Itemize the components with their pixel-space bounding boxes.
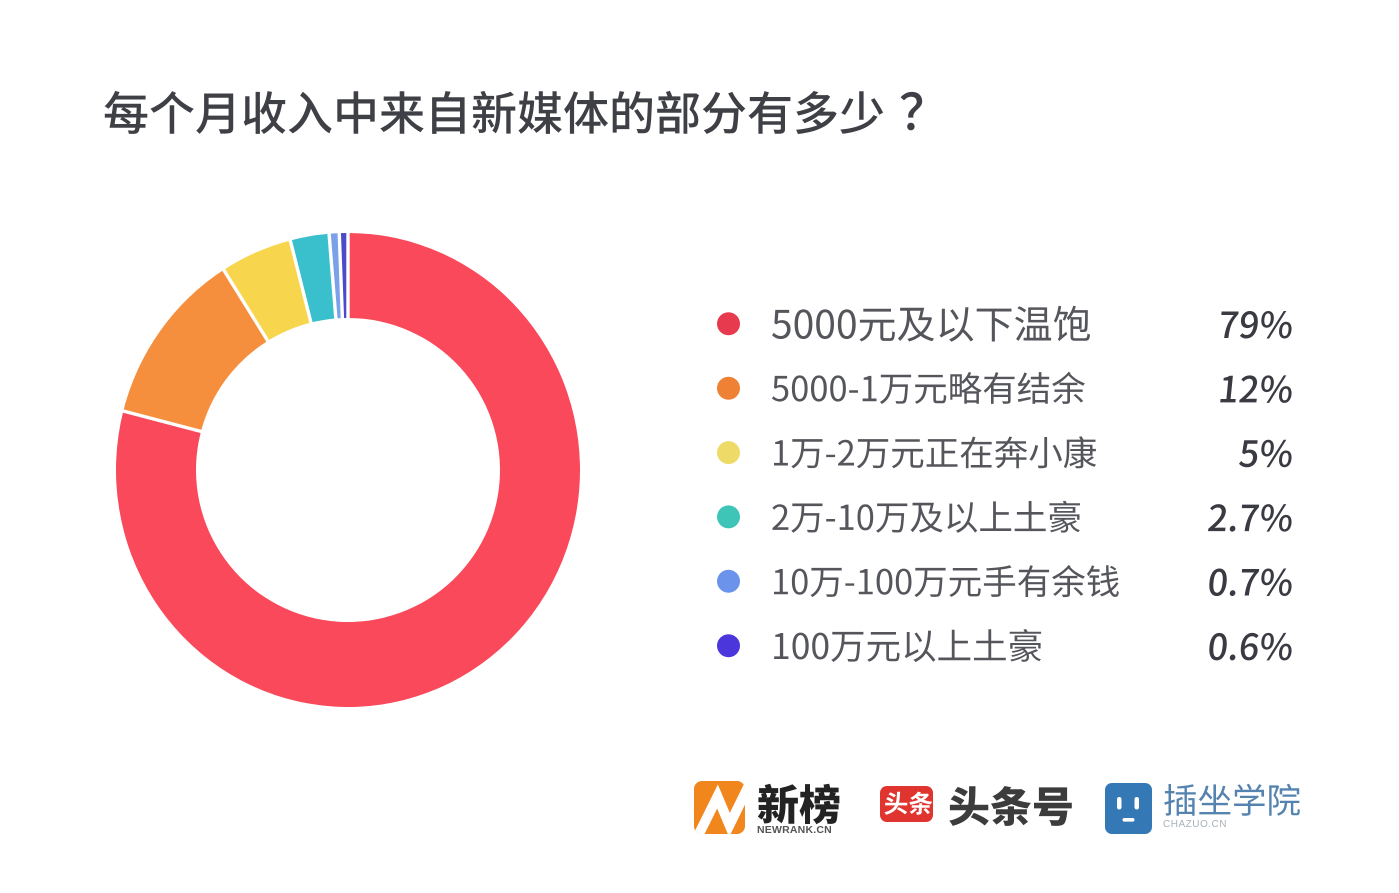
svg-text:NEWRANK.CN: NEWRANK.CN — [757, 824, 832, 836]
svg-text:CHAZUO.CN: CHAZUO.CN — [1163, 819, 1227, 830]
